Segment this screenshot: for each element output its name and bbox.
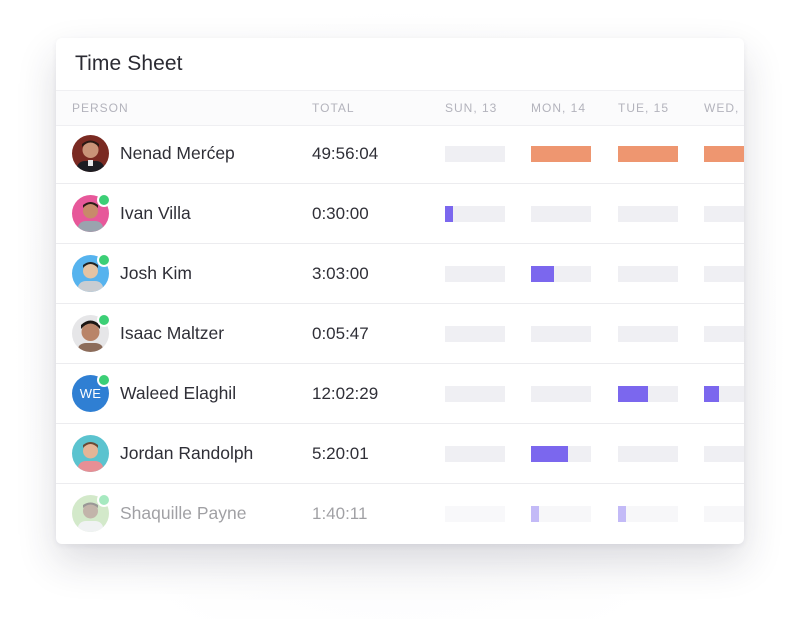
day-bar[interactable] <box>531 266 591 282</box>
avatar[interactable] <box>72 193 111 232</box>
avatar[interactable] <box>72 313 111 352</box>
person-name[interactable]: Nenad Merćep <box>120 143 235 163</box>
time-sheet-card: Time Sheet PERSON TOTAL SUN, 13 MON, 14 … <box>56 38 744 544</box>
day-bar[interactable] <box>704 266 744 282</box>
person-name[interactable]: Ivan Villa <box>120 203 191 223</box>
column-header-day[interactable]: MON, 14 <box>531 101 587 115</box>
column-header-person[interactable]: PERSON <box>72 101 129 115</box>
day-bar[interactable] <box>618 506 678 522</box>
day-bar-fill <box>704 146 744 162</box>
card-title: Time Sheet <box>75 52 183 75</box>
day-bar-fill <box>531 506 539 522</box>
column-header-day[interactable]: SUN, 13 <box>445 101 498 115</box>
avatar[interactable] <box>72 435 109 472</box>
table-row[interactable]: Ivan Villa 0:30:00 <box>56 184 744 244</box>
day-bar-fill <box>531 266 554 282</box>
person-photo-icon <box>72 135 109 172</box>
day-bar-fill <box>704 386 719 402</box>
avatar[interactable]: WE <box>72 373 111 412</box>
column-header-total[interactable]: TOTAL <box>312 101 355 115</box>
total-time: 0:30:00 <box>312 204 369 223</box>
day-bar[interactable] <box>531 446 591 462</box>
table-row[interactable]: Shaquille Payne 1:40:11 <box>56 484 744 543</box>
day-bar[interactable] <box>445 326 505 342</box>
day-bar[interactable] <box>445 446 505 462</box>
person-name[interactable]: Jordan Randolph <box>120 443 254 463</box>
day-bar[interactable] <box>445 506 505 522</box>
day-bar-fill <box>445 206 453 222</box>
avatar[interactable] <box>72 253 111 292</box>
day-bar[interactable] <box>445 146 505 162</box>
table-row[interactable]: Isaac Maltzer 0:05:47 <box>56 304 744 364</box>
total-time: 49:56:04 <box>312 144 379 163</box>
person-name[interactable]: Waleed Elaghil <box>120 383 237 403</box>
online-status-dot <box>97 193 111 207</box>
day-bar-fill <box>618 386 648 402</box>
person-name[interactable]: Shaquille Payne <box>120 503 247 523</box>
total-time: 5:20:01 <box>312 444 369 463</box>
day-bar[interactable] <box>531 326 591 342</box>
day-bar-fill <box>531 146 591 162</box>
online-status-dot <box>97 373 111 387</box>
total-time: 1:40:11 <box>312 504 368 523</box>
day-bar[interactable] <box>704 386 744 402</box>
table-row[interactable]: Jordan Randolph 5:20:01 <box>56 424 744 484</box>
day-bar[interactable] <box>618 146 678 162</box>
day-bar[interactable] <box>531 506 591 522</box>
person-name[interactable]: Isaac Maltzer <box>120 323 225 343</box>
day-bar[interactable] <box>704 446 744 462</box>
day-bar[interactable] <box>531 146 591 162</box>
day-bar[interactable] <box>618 266 678 282</box>
person-name[interactable]: Josh Kim <box>120 263 192 283</box>
column-header-day[interactable]: WED, <box>704 101 740 115</box>
total-time: 0:05:47 <box>312 324 369 343</box>
column-header-day[interactable]: TUE, 15 <box>618 101 670 115</box>
table-row[interactable]: Josh Kim 3:03:00 <box>56 244 744 304</box>
day-bar[interactable] <box>445 206 505 222</box>
table-body: Nenad Merćep 49:56:04 <box>56 124 744 543</box>
day-bar[interactable] <box>531 386 591 402</box>
total-time: 12:02:29 <box>312 384 379 403</box>
day-bar[interactable] <box>445 266 505 282</box>
online-status-dot <box>97 253 111 267</box>
avatar[interactable] <box>72 493 111 532</box>
online-status-dot <box>97 493 111 507</box>
total-time: 3:03:00 <box>312 264 369 283</box>
person-photo-icon <box>72 435 109 472</box>
day-bar-fill <box>618 146 678 162</box>
day-bar-fill <box>531 446 569 462</box>
table-row[interactable]: WE Waleed Elaghil 12:02:29 <box>56 364 744 424</box>
day-bar[interactable] <box>704 146 744 162</box>
online-status-dot <box>97 313 111 327</box>
day-bar[interactable] <box>704 506 744 522</box>
day-bar[interactable] <box>531 206 591 222</box>
day-bar-fill <box>618 506 626 522</box>
day-bar[interactable] <box>618 206 678 222</box>
day-bar[interactable] <box>704 206 744 222</box>
day-bar[interactable] <box>445 386 505 402</box>
day-bar[interactable] <box>618 386 678 402</box>
avatar[interactable] <box>72 135 109 172</box>
table-row[interactable]: Nenad Merćep 49:56:04 <box>56 124 744 184</box>
day-bar[interactable] <box>704 326 744 342</box>
person-photo-icon <box>72 315 109 352</box>
day-bar[interactable] <box>618 326 678 342</box>
day-bar[interactable] <box>618 446 678 462</box>
table-header: PERSON TOTAL SUN, 13 MON, 14 TUE, 15 WED… <box>56 90 744 126</box>
